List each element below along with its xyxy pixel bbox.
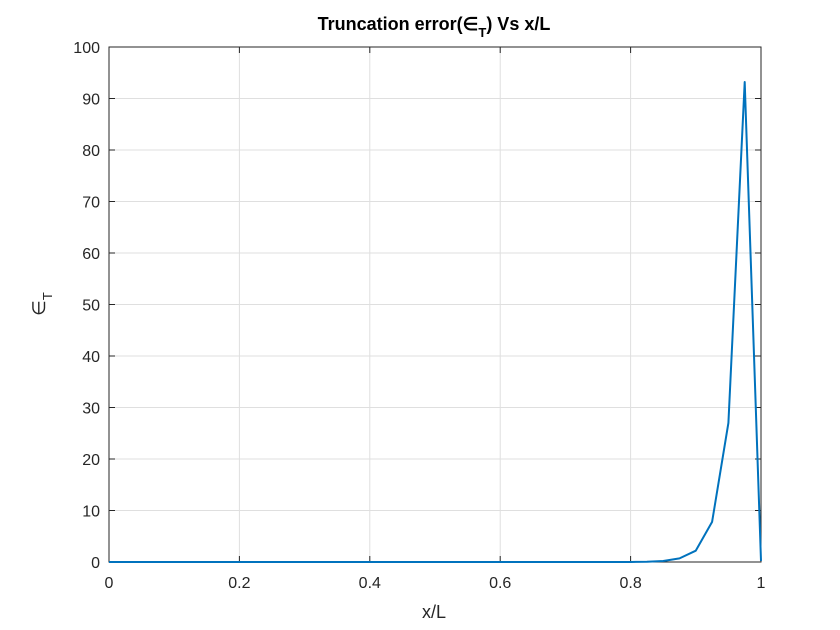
y-axis-label: ∈T bbox=[29, 292, 55, 316]
y-tick-label: 50 bbox=[82, 298, 100, 315]
y-tick-label: 0 bbox=[91, 555, 100, 572]
x-tick-label: 0.2 bbox=[228, 575, 250, 592]
x-tick-label: 1 bbox=[757, 575, 766, 592]
chart-title-main: Truncation error(∈ bbox=[318, 14, 479, 34]
y-tick-label: 60 bbox=[82, 246, 100, 263]
x-tick-label: 0.8 bbox=[619, 575, 641, 592]
series-line bbox=[109, 81, 762, 563]
chart-title-end: ) Vs x/L bbox=[486, 14, 550, 34]
chart-title: Truncation error(∈T) Vs x/L bbox=[318, 14, 551, 40]
chart-title-subscript: T bbox=[478, 25, 486, 40]
x-axis-label: x/L bbox=[422, 602, 446, 622]
y-tick-label: 100 bbox=[73, 40, 100, 57]
x-tick-label: 0.4 bbox=[359, 575, 381, 592]
y-axis-label-subscript: T bbox=[40, 292, 55, 300]
ticks bbox=[108, 46, 762, 563]
y-tick-label: 70 bbox=[82, 195, 100, 212]
y-tick-label: 90 bbox=[82, 92, 100, 109]
grid bbox=[109, 47, 761, 562]
series bbox=[109, 81, 762, 563]
y-axis-label-main: ∈ bbox=[29, 300, 49, 316]
y-tick-label: 80 bbox=[82, 143, 100, 160]
x-tick-label: 0 bbox=[105, 575, 114, 592]
x-tick-label: 0.6 bbox=[489, 575, 511, 592]
y-tick-label: 10 bbox=[82, 504, 100, 521]
y-tick-label: 20 bbox=[82, 452, 100, 469]
y-tick-label: 40 bbox=[82, 349, 100, 366]
y-tick-label: 30 bbox=[82, 401, 100, 418]
